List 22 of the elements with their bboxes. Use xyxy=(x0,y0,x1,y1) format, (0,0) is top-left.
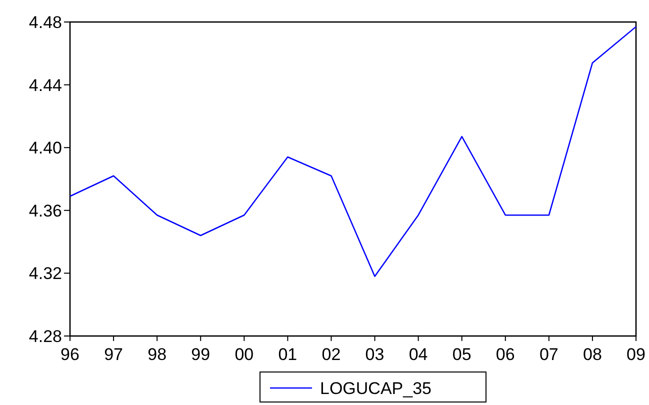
y-tick-label: 4.32 xyxy=(28,264,62,284)
x-tick-label: 98 xyxy=(148,345,167,364)
y-tick-label: 4.36 xyxy=(28,201,62,220)
x-tick-label: 01 xyxy=(278,345,298,364)
y-tick-label: 4.28 xyxy=(28,326,62,346)
x-tick-label: 00 xyxy=(234,345,254,364)
y-tick-label: 4.48 xyxy=(28,12,62,32)
x-tick-label: 05 xyxy=(452,345,472,364)
x-tick-label: 99 xyxy=(191,345,210,364)
y-tick-label: 4.40 xyxy=(28,138,62,158)
x-tick-label: 03 xyxy=(365,345,384,364)
x-tick-label: 07 xyxy=(539,345,558,364)
x-tick-label: 96 xyxy=(60,345,80,364)
x-tick-label: 09 xyxy=(626,345,646,364)
x-tick-label: 97 xyxy=(104,345,123,364)
y-tick-label: 4.44 xyxy=(28,76,62,95)
line-series xyxy=(69,26,637,277)
x-tick-label: 08 xyxy=(583,345,602,364)
x-tick-label: 02 xyxy=(322,345,341,364)
x-tick-label: 04 xyxy=(408,345,428,364)
x-tick-label: 06 xyxy=(496,345,515,364)
legend-label: LOGUCAP_35 xyxy=(320,378,432,398)
